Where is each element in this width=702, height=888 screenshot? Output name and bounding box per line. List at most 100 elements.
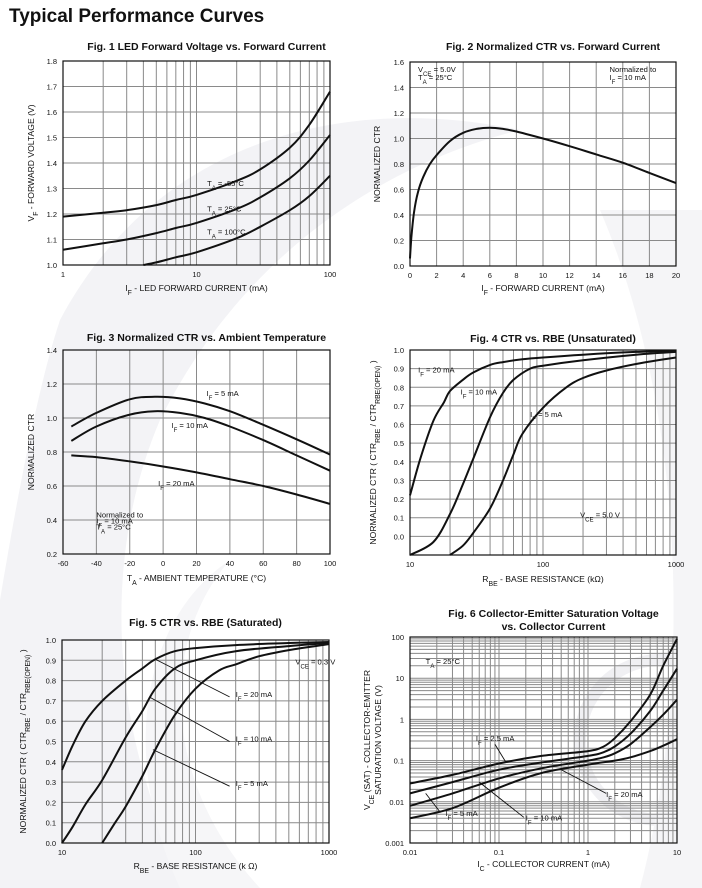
series-line [61, 642, 330, 844]
y-tick-label: 0.8 [47, 448, 57, 457]
x-tick-label: 10 [192, 270, 200, 279]
annotation-label: IF = 5 mA [207, 389, 240, 402]
y-tick-label: 100 [391, 633, 404, 642]
y-tick-label: 0.5 [394, 439, 404, 448]
x-tick-label: 14 [592, 271, 600, 280]
annotation-label: TA = 25°C [426, 657, 461, 670]
annotation-label: VCE = 5.0 V [580, 511, 621, 524]
x-tick-label: 2 [435, 271, 439, 280]
y-tick-label: 1.4 [394, 84, 404, 93]
annotation-label: IF = 10 mA [96, 516, 133, 529]
plot-frame [409, 349, 677, 556]
chart-title: Fig. 3 Normalized CTR vs. Ambient Temper… [87, 332, 326, 344]
x-tick-label: 10 [539, 271, 547, 280]
tick-labels: 10 100 1000 0.0 0.1 0.2 0.3 0.4 0.5 0.6 0.7 0.8 0.9 1… [46, 636, 338, 857]
plot-frame [62, 60, 331, 266]
annotation-leader-line [155, 658, 230, 698]
y-tick-label: 0.2 [47, 550, 57, 559]
x-tick-label: 16 [619, 271, 627, 280]
plot-area [61, 639, 330, 844]
x-tick-label: -60 [58, 559, 69, 568]
x-axis-label: RBE - BASE RESISTANCE (kΩ) [482, 574, 604, 588]
tick-labels: 10 100 1000 0.0 0.1 0.2 0.3 0.4 0.5 0.6 0.7 0.8 0.9 1… [394, 346, 685, 569]
y-tick-label: 1.6 [47, 108, 57, 117]
x-tick-label: 8 [514, 271, 518, 280]
x-tick-label: 18 [645, 271, 653, 280]
series-line [409, 638, 678, 785]
y-tick-label: 0.2 [46, 798, 56, 807]
y-tick-label: 0.3 [394, 476, 404, 485]
y-tick-label: 1.0 [394, 346, 404, 355]
y-tick-label: 10 [396, 674, 404, 683]
series [61, 641, 330, 844]
x-tick-label: 100 [324, 559, 337, 568]
y-tick-label: 0.6 [47, 482, 57, 491]
y-tick-label: 0.01 [389, 798, 404, 807]
series-line [409, 349, 677, 496]
series-line [61, 641, 330, 771]
annotation-label: IF = 5 mA [445, 809, 478, 822]
plot-frame [409, 636, 678, 844]
annotation-leader-line [425, 793, 441, 813]
y-tick-label: 0.1 [46, 819, 56, 828]
y-tick-label: 1.4 [47, 346, 57, 355]
annotation-label: IF = 10 mA [610, 73, 647, 86]
y-tick-label: 0.0 [46, 839, 56, 848]
annotation-label: IF = 10 mA [236, 735, 273, 748]
series [409, 126, 677, 259]
y-tick-label: 0.8 [394, 160, 404, 169]
y-tick-label: 0.4 [46, 758, 56, 767]
x-axis-label: IC - COLLECTOR CURRENT (mA) [477, 859, 610, 873]
annotations: TA = -55°C TA = 25°C TA = 100°C [207, 179, 246, 240]
y-tick-label: 1.3 [47, 185, 57, 194]
y-tick-label: 0.2 [394, 237, 404, 246]
y-tick-label: 0.6 [46, 717, 56, 726]
x-tick-label: 80 [292, 559, 300, 568]
annotations: TA = 25°C IF = 2.5 mA IF = 5 mA IF = 10 mA I… [426, 657, 644, 826]
y-tick-label: 1.0 [46, 636, 56, 645]
series-line [62, 134, 331, 251]
x-tick-label: 100 [324, 270, 337, 279]
x-tick-label: 20 [672, 271, 680, 280]
y-tick-label: 1.7 [47, 83, 57, 92]
plot-area [409, 636, 678, 844]
y-axis-label: NORMALIZED CTR ( CTRRBE / CTRRBE(OPEN) ) [18, 649, 32, 833]
watermark-swoosh [0, 118, 520, 888]
x-tick-label: 100 [537, 560, 550, 569]
y-axis-label: NORMALIZED CTR ( CTRRBE / CTRRBE(OPEN) ) [368, 360, 382, 544]
series-line [62, 91, 331, 218]
chart-title: Fig. 4 CTR vs. RBE (Unsaturated) [470, 333, 636, 345]
y-tick-label: 0.1 [394, 757, 404, 766]
y-tick-label: 0.4 [394, 458, 404, 467]
x-tick-label: -40 [91, 559, 102, 568]
x-tick-label: 0 [161, 559, 165, 568]
x-tick-label: -20 [124, 559, 135, 568]
y-axis-label-line2: SATURATION VOLTAGE (V) [373, 685, 383, 795]
y-tick-label: 0.7 [46, 697, 56, 706]
x-tick-label: 1000 [668, 560, 685, 569]
annotation-label: TA = 25°C [418, 73, 453, 86]
x-tick-label: 4 [461, 271, 465, 280]
plot-frame [61, 639, 330, 844]
series-line [449, 356, 677, 556]
y-axis-label: NORMALIZED CTR [26, 414, 36, 490]
y-tick-label: 1.0 [47, 261, 57, 270]
series-line [71, 454, 331, 505]
x-tick-label: 20 [192, 559, 200, 568]
gridlines [61, 639, 330, 844]
annotation-leader-line [560, 769, 607, 794]
y-tick-label: 1.2 [47, 380, 57, 389]
x-tick-label: 40 [226, 559, 234, 568]
chart-title: Fig. 6 Collector-Emitter Saturation Volt… [448, 608, 659, 620]
y-tick-label: 0.001 [385, 839, 404, 848]
x-axis-label: IF - LED FORWARD CURRENT (mA) [125, 283, 268, 297]
y-tick-label: 0.5 [46, 738, 56, 747]
x-tick-label: 6 [488, 271, 492, 280]
annotation-label: IF = 5 mA [530, 410, 563, 423]
y-tick-label: 0.1 [394, 514, 404, 523]
